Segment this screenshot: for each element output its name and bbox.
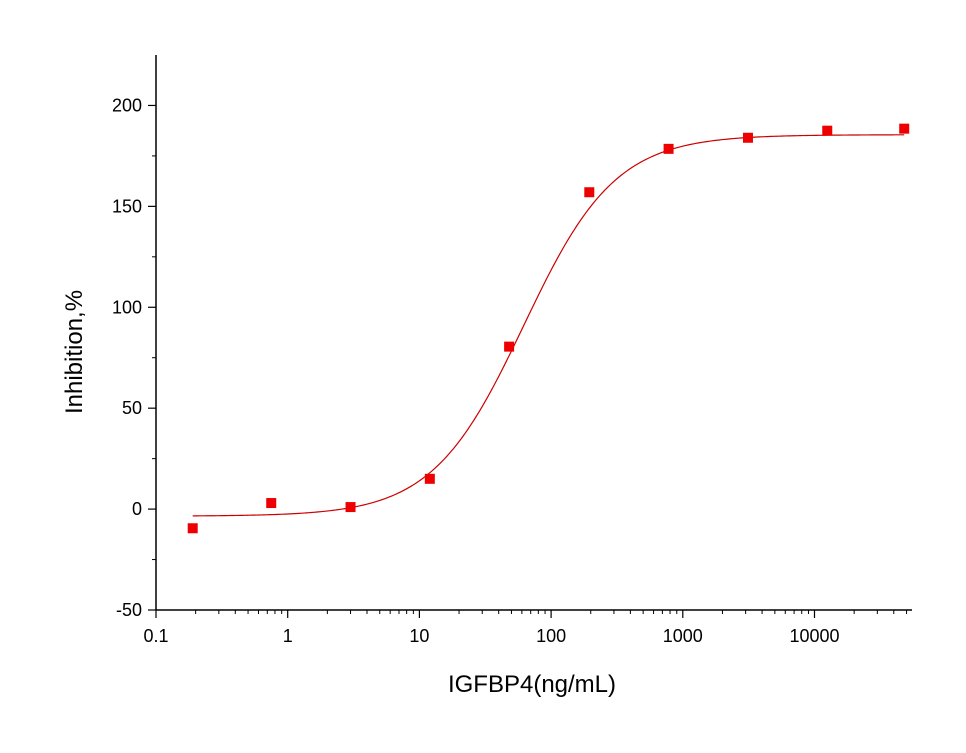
- y-tick-label: 0: [132, 499, 142, 519]
- y-tick-label: 50: [122, 398, 142, 418]
- x-tick-label: 10000: [789, 626, 839, 646]
- y-tick-label: 100: [112, 297, 142, 317]
- x-tick-label: 1000: [663, 626, 703, 646]
- axes: -50 0 50 100 150 200 0.1 1 10 100 1000 10000: [112, 55, 912, 646]
- fit-curve: [192, 134, 905, 517]
- data-point: [584, 187, 595, 198]
- data-point: [899, 123, 910, 134]
- y-tick-label: 200: [112, 95, 142, 115]
- data-point: [345, 502, 356, 513]
- data-point: [822, 125, 833, 136]
- x-tick-label: 100: [536, 626, 566, 646]
- data-point: [504, 341, 515, 352]
- data-point: [266, 498, 277, 509]
- y-tick-label: -50: [116, 600, 142, 620]
- data-point: [424, 473, 435, 484]
- x-tick-label: 10: [409, 626, 429, 646]
- y-tick-label: 150: [112, 196, 142, 216]
- y-axis-title: Inhibition,%: [61, 290, 88, 414]
- fit-curve-layer: [192, 134, 905, 517]
- data-point: [742, 132, 753, 143]
- data-point: [663, 143, 674, 154]
- x-axis-title: IGFBP4(ng/mL): [448, 671, 616, 698]
- x-tick-label: 1: [283, 626, 293, 646]
- data-point: [187, 523, 198, 534]
- data-points-layer: [187, 123, 910, 534]
- x-tick-label: 0.1: [143, 626, 168, 646]
